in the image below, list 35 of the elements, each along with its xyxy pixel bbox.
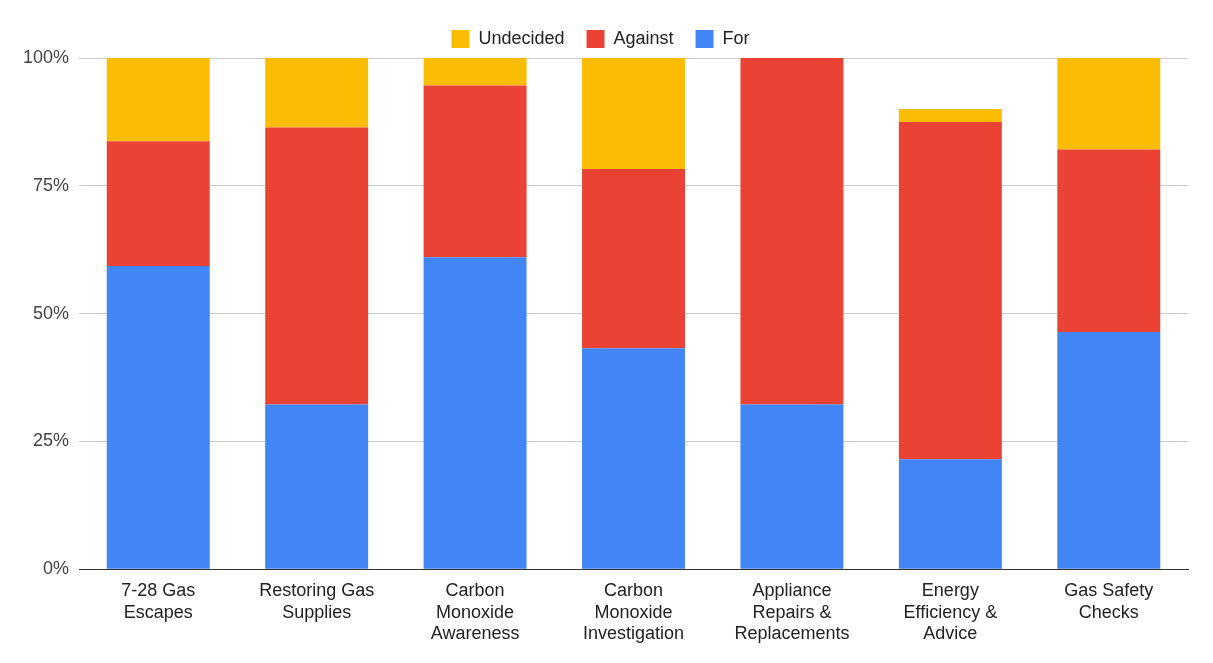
bar bbox=[898, 121, 1002, 460]
y-tick-label: 75% bbox=[33, 174, 70, 195]
x-tick-label: Appliance Repairs & Replacements bbox=[734, 579, 850, 644]
bar bbox=[265, 58, 369, 128]
bar bbox=[898, 109, 1002, 122]
x-tick-label: Gas Safety Checks bbox=[1064, 579, 1154, 622]
legend-label: Undecided bbox=[478, 27, 565, 48]
bar bbox=[740, 58, 844, 405]
bar bbox=[582, 348, 686, 569]
bar bbox=[740, 404, 844, 569]
bar bbox=[423, 58, 527, 86]
bar bbox=[1057, 332, 1161, 569]
x-tick-label: Energy Efficiency & Advice bbox=[903, 579, 998, 644]
x-tick-label: Carbon Monoxide Investigation bbox=[582, 579, 685, 644]
y-tick-label: 0% bbox=[43, 558, 70, 579]
bar bbox=[106, 58, 210, 142]
bar bbox=[265, 127, 369, 405]
y-tick-label: 50% bbox=[33, 302, 70, 323]
y-tick-label: 25% bbox=[33, 430, 70, 451]
x-tick-label: Restoring Gas Supplies bbox=[259, 579, 375, 622]
x-tick-label: Carbon Monoxide Awareness bbox=[430, 579, 520, 644]
bar bbox=[1057, 149, 1161, 332]
bar bbox=[898, 459, 1002, 569]
bar bbox=[265, 404, 369, 569]
x-tick-label: 7-28 Gas Escapes bbox=[121, 579, 196, 622]
bar bbox=[582, 58, 686, 169]
bar bbox=[423, 257, 527, 569]
bar bbox=[423, 85, 527, 258]
legend-label: For bbox=[722, 27, 750, 48]
bar bbox=[106, 266, 210, 569]
bar bbox=[1057, 58, 1161, 150]
bar bbox=[582, 168, 686, 349]
legend-label: Against bbox=[613, 27, 674, 48]
bar bbox=[106, 141, 210, 267]
y-tick-label: 100% bbox=[22, 46, 70, 67]
